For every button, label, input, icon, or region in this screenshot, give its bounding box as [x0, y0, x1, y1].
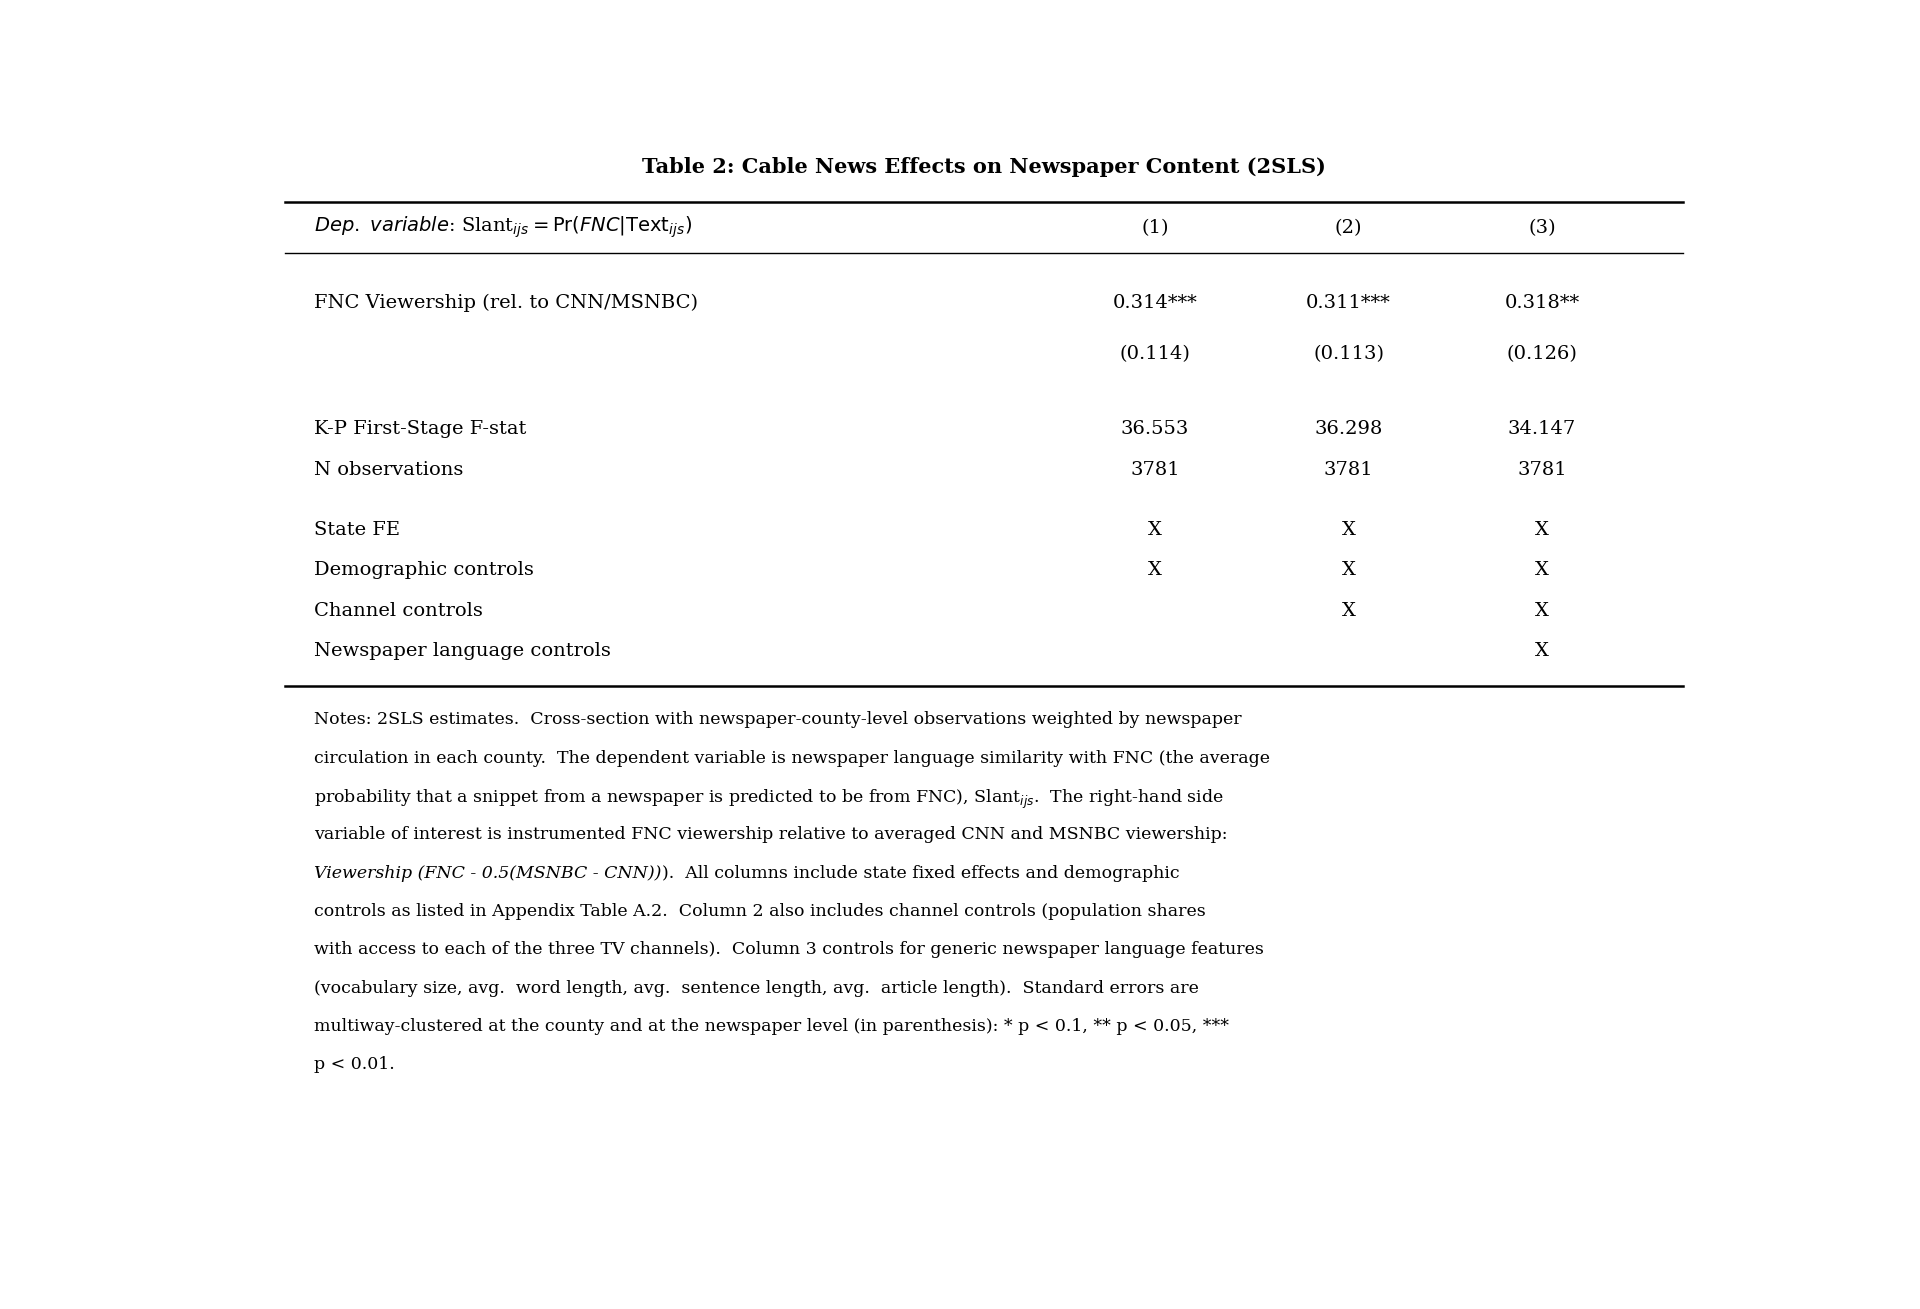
Text: (vocabulary size, avg.  word length, avg.  sentence length, avg.  article length: (vocabulary size, avg. word length, avg.… — [315, 979, 1200, 996]
Text: 3781: 3781 — [1517, 461, 1567, 479]
Text: Demographic controls: Demographic controls — [315, 562, 534, 580]
Text: 34.147: 34.147 — [1507, 420, 1576, 439]
Text: Newspaper language controls: Newspaper language controls — [315, 641, 611, 660]
Text: $\mathit{Dep.\ variable}$: Slant$_{ijs}$$=\mathrm{Pr}(\mathit{FNC}|\mathrm{Text}: $\mathit{Dep.\ variable}$: Slant$_{ijs}$… — [315, 215, 693, 241]
Text: circulation in each county.  The dependent variable is newspaper language simila: circulation in each county. The dependen… — [315, 750, 1271, 767]
Text: X: X — [1536, 641, 1549, 660]
Text: K-P First-Stage F-stat: K-P First-Stage F-stat — [315, 420, 526, 439]
Text: (2): (2) — [1334, 219, 1363, 237]
Text: probability that a snippet from a newspaper is predicted to be from FNC), Slant$: probability that a snippet from a newspa… — [315, 788, 1225, 812]
Text: X: X — [1148, 562, 1162, 580]
Text: p < 0.01.: p < 0.01. — [315, 1056, 396, 1073]
Text: X: X — [1342, 562, 1356, 580]
Text: X: X — [1342, 521, 1356, 539]
Text: X: X — [1342, 602, 1356, 619]
Text: with access to each of the three TV channels).  Column 3 controls for generic ne: with access to each of the three TV chan… — [315, 941, 1263, 958]
Text: 36.298: 36.298 — [1315, 420, 1382, 439]
Text: Channel controls: Channel controls — [315, 602, 484, 619]
Text: X: X — [1536, 602, 1549, 619]
Text: 3781: 3781 — [1323, 461, 1373, 479]
Text: 36.553: 36.553 — [1121, 420, 1188, 439]
Text: (0.126): (0.126) — [1507, 344, 1578, 363]
Text: (1): (1) — [1140, 219, 1169, 237]
Text: 0.311***: 0.311*** — [1306, 295, 1390, 313]
Text: ).  All columns include state fixed effects and demographic: ). All columns include state fixed effec… — [662, 865, 1179, 882]
Text: X: X — [1148, 521, 1162, 539]
Text: 0.314***: 0.314*** — [1114, 295, 1198, 313]
Text: controls as listed in Appendix Table A.2.  Column 2 also includes channel contro: controls as listed in Appendix Table A.2… — [315, 903, 1206, 920]
Text: (0.113): (0.113) — [1313, 344, 1384, 363]
Text: Table 2: Cable News Effects on Newspaper Content (2SLS): Table 2: Cable News Effects on Newspaper… — [641, 157, 1327, 177]
Text: variable of interest is instrumented FNC viewership relative to averaged CNN and: variable of interest is instrumented FNC… — [315, 826, 1229, 843]
Text: Viewership (FNC - 0.5(MSNBC - CNN)): Viewership (FNC - 0.5(MSNBC - CNN)) — [315, 865, 662, 882]
Text: State FE: State FE — [315, 521, 401, 539]
Text: FNC Viewership (rel. to CNN/MSNBC): FNC Viewership (rel. to CNN/MSNBC) — [315, 295, 699, 313]
Text: X: X — [1536, 521, 1549, 539]
Text: multiway-clustered at the county and at the newspaper level (in parenthesis): * : multiway-clustered at the county and at … — [315, 1018, 1229, 1035]
Text: (3): (3) — [1528, 219, 1555, 237]
Text: Notes: 2SLS estimates.  Cross-section with newspaper-county-level observations w: Notes: 2SLS estimates. Cross-section wit… — [315, 712, 1242, 728]
Text: N observations: N observations — [315, 461, 465, 479]
Text: X: X — [1536, 562, 1549, 580]
Text: (0.114): (0.114) — [1119, 344, 1190, 363]
Text: 0.318**: 0.318** — [1505, 295, 1580, 313]
Text: 3781: 3781 — [1131, 461, 1181, 479]
